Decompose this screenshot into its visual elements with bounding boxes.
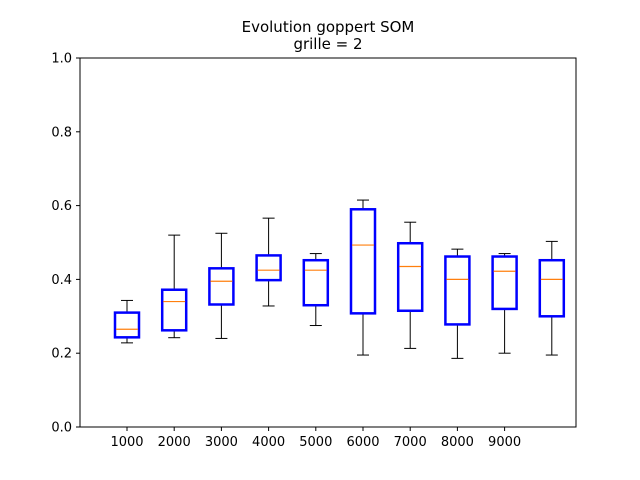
box-iqr xyxy=(255,254,282,282)
axes-frame xyxy=(79,57,577,428)
box-iqr xyxy=(208,267,235,306)
x-tick-label: 5000 xyxy=(299,435,332,450)
y-tick-label: 0.4 xyxy=(51,273,72,288)
y-tick-label: 1.0 xyxy=(51,52,72,67)
x-tick-label: 4000 xyxy=(252,435,285,450)
y-tick-label: 0.2 xyxy=(51,347,72,362)
box-iqr xyxy=(491,255,518,311)
box-iqr xyxy=(538,258,566,318)
chart-title: Evolution goppert SOM xyxy=(242,18,415,36)
box-iqr xyxy=(160,288,188,332)
box-iqr xyxy=(444,255,471,326)
x-tick-label: 8000 xyxy=(441,435,474,450)
x-tick-label: 1000 xyxy=(110,435,143,450)
box-iqr xyxy=(349,208,377,315)
box-iqr xyxy=(302,258,330,307)
y-tick-label: 0.0 xyxy=(51,421,72,436)
y-tick-label: 0.8 xyxy=(51,125,72,140)
x-tick-label: 7000 xyxy=(394,435,427,450)
x-tick-label: 9000 xyxy=(488,435,521,450)
box-iqr xyxy=(113,311,141,339)
x-tick-label: 6000 xyxy=(346,435,379,450)
y-tick-label: 0.6 xyxy=(51,199,72,214)
x-tick-label: 3000 xyxy=(205,435,238,450)
box-iqr xyxy=(396,241,424,313)
x-tick-label: 2000 xyxy=(158,435,191,450)
plot-area: 0.0 0.2 0.4 0.6 0.8 1.0 1000 2000 3000 4000 5000 60… xyxy=(51,52,577,450)
chart-subtitle: grille = 2 xyxy=(293,35,362,53)
